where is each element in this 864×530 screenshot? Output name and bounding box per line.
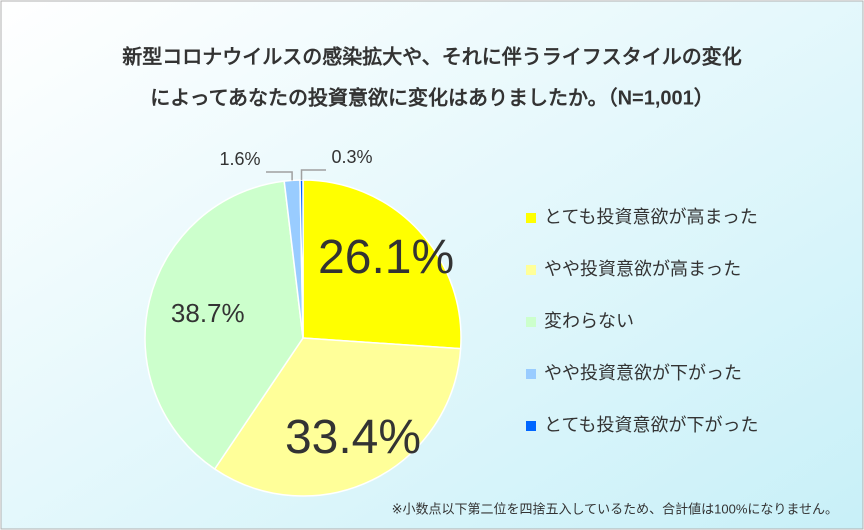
legend-swatch [526,317,536,327]
data-label: 1.6% [219,149,260,169]
legend-label: やや投資意欲が高まった [544,259,741,279]
data-label: 33.4% [285,411,421,464]
legend-label: 変わらない [544,311,634,331]
chart-title: によってあなたの投資意欲に変化はありましたか。（N=1,001） [150,85,714,109]
legend-swatch [526,265,536,275]
legend-label: とても投資意欲が下がった [544,415,759,435]
legend-swatch [526,213,536,223]
leader-line [300,169,326,181]
data-label: 26.1% [318,231,454,284]
legend-label: やや投資意欲が下がった [544,363,742,383]
pie-slice [213,337,462,497]
pie-slice [302,179,462,350]
note: ※小数点以下第二位を四捨五入しているため、合計値は100%になりません。 [392,501,838,516]
pie-slice [144,180,304,471]
chart-title: 新型コロナウイルスの感染拡大や、それに伴うライフスタイルの変化 [122,44,741,68]
leader-line [266,171,293,181]
data-label: 38.7% [171,298,245,328]
legend-label: とても投資意欲が高まった [544,207,758,227]
legend-swatch [526,369,536,379]
legend-swatch [526,421,536,431]
data-label: 0.3% [331,147,372,167]
